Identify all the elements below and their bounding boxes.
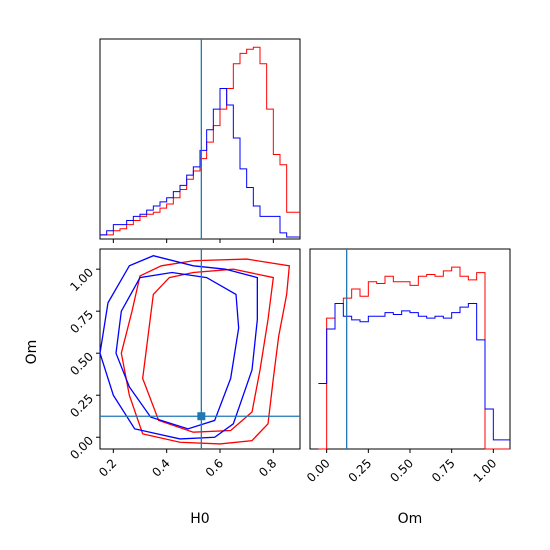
contour-red-outer: [120, 258, 291, 445]
y-tick-label-om: 0.50: [67, 349, 96, 378]
x-tick-label-om: 0.50: [387, 456, 416, 485]
marginal-om-panel: 0.00 0.25 0.50 0.75 1.00 Om: [304, 248, 511, 527]
y-tick-label-om: 0.25: [67, 391, 96, 420]
histogram-h0-blue: [100, 87, 300, 238]
x-axis-label-om: Om: [398, 511, 423, 527]
contour-blue-outer: [99, 255, 258, 440]
y-tick-label-om: 0.75: [67, 307, 96, 336]
histogram-om-red: [318, 266, 510, 450]
histogram-om-blue: [318, 303, 510, 441]
joint-frame: [99, 248, 301, 450]
contour-blue-inner: [115, 271, 240, 430]
histogram-h0-red: [100, 46, 300, 236]
truth-point: [197, 412, 206, 421]
x-tick-label-om: 1.00: [471, 456, 500, 485]
marginal-h0-panel: [99, 38, 301, 243]
y-tick-label-om: 1.00: [67, 265, 96, 294]
contour-red-inner: [142, 268, 275, 433]
x-tick-label-om: 0.00: [304, 456, 333, 485]
marginal-h0-frame: [99, 38, 301, 240]
x-tick-label-h0: 0.2: [96, 456, 119, 479]
x-axis-label-h0: H0: [190, 511, 209, 527]
x-tick-label-om: 0.75: [429, 456, 458, 485]
x-tick-label-h0: 0.4: [149, 456, 172, 479]
x-tick-label-h0: 0.8: [256, 456, 279, 479]
x-tick-label-om: 0.25: [346, 456, 375, 485]
marginal-om-frame: [309, 248, 511, 450]
y-axis-label-om: Om: [24, 340, 40, 365]
y-tick-label-om: 0.00: [67, 433, 96, 462]
marginal-h0-ticks: [112, 239, 274, 243]
x-tick-label-h0: 0.6: [203, 456, 226, 479]
joint-panel: 0.2 0.4 0.6 0.8 0.00 0.25 0.50 0.75 1.00 H0 Om: [24, 248, 301, 527]
